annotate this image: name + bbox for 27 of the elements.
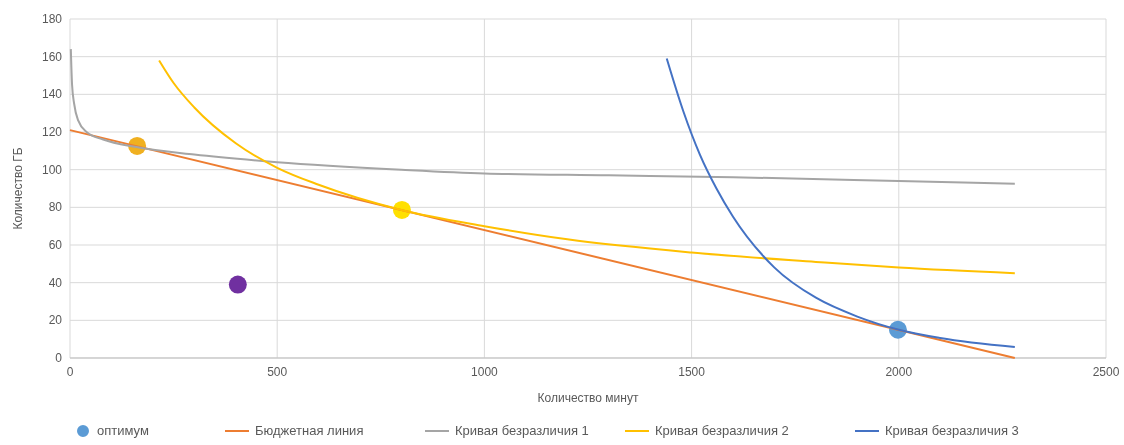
y-tick-label: 140 bbox=[41, 87, 63, 102]
y-tick-label: 180 bbox=[41, 12, 63, 26]
y-tick-label: 120 bbox=[41, 125, 63, 139]
point bbox=[228, 275, 247, 294]
legend-label: Кривая безразличия 1 bbox=[455, 423, 589, 438]
y-axis-title: Количество ГБ bbox=[11, 147, 25, 230]
y-tick-label: 100 bbox=[41, 162, 63, 177]
y-tick-label: 0 bbox=[55, 351, 63, 365]
x-tick-label: 1000 bbox=[471, 365, 499, 379]
x-tick-label: 2500 bbox=[1092, 365, 1120, 379]
line-series bbox=[665, 57, 1016, 349]
line-series bbox=[158, 59, 1016, 275]
y-tick-label: 160 bbox=[41, 49, 63, 64]
y-tick-label: 60 bbox=[48, 238, 63, 252]
y-tick-label: 20 bbox=[48, 313, 63, 328]
y-tick-label: 80 bbox=[48, 200, 63, 215]
x-tick-label: 1500 bbox=[678, 365, 706, 379]
legend-label: оптимум bbox=[97, 423, 149, 438]
legend-label: Кривая безразличия 2 bbox=[655, 423, 789, 438]
x-tick-label: 2000 bbox=[885, 365, 913, 379]
x-tick-label: 500 bbox=[267, 365, 288, 379]
y-tick-label: 40 bbox=[48, 275, 63, 290]
x-axis-title: Количество минут bbox=[537, 391, 639, 405]
legend-label: Бюджетная линия bbox=[255, 423, 364, 438]
line-series bbox=[69, 48, 1016, 185]
legend-label: Кривая безразличия 3 bbox=[885, 423, 1019, 438]
x-tick-label: 0 bbox=[66, 365, 74, 379]
